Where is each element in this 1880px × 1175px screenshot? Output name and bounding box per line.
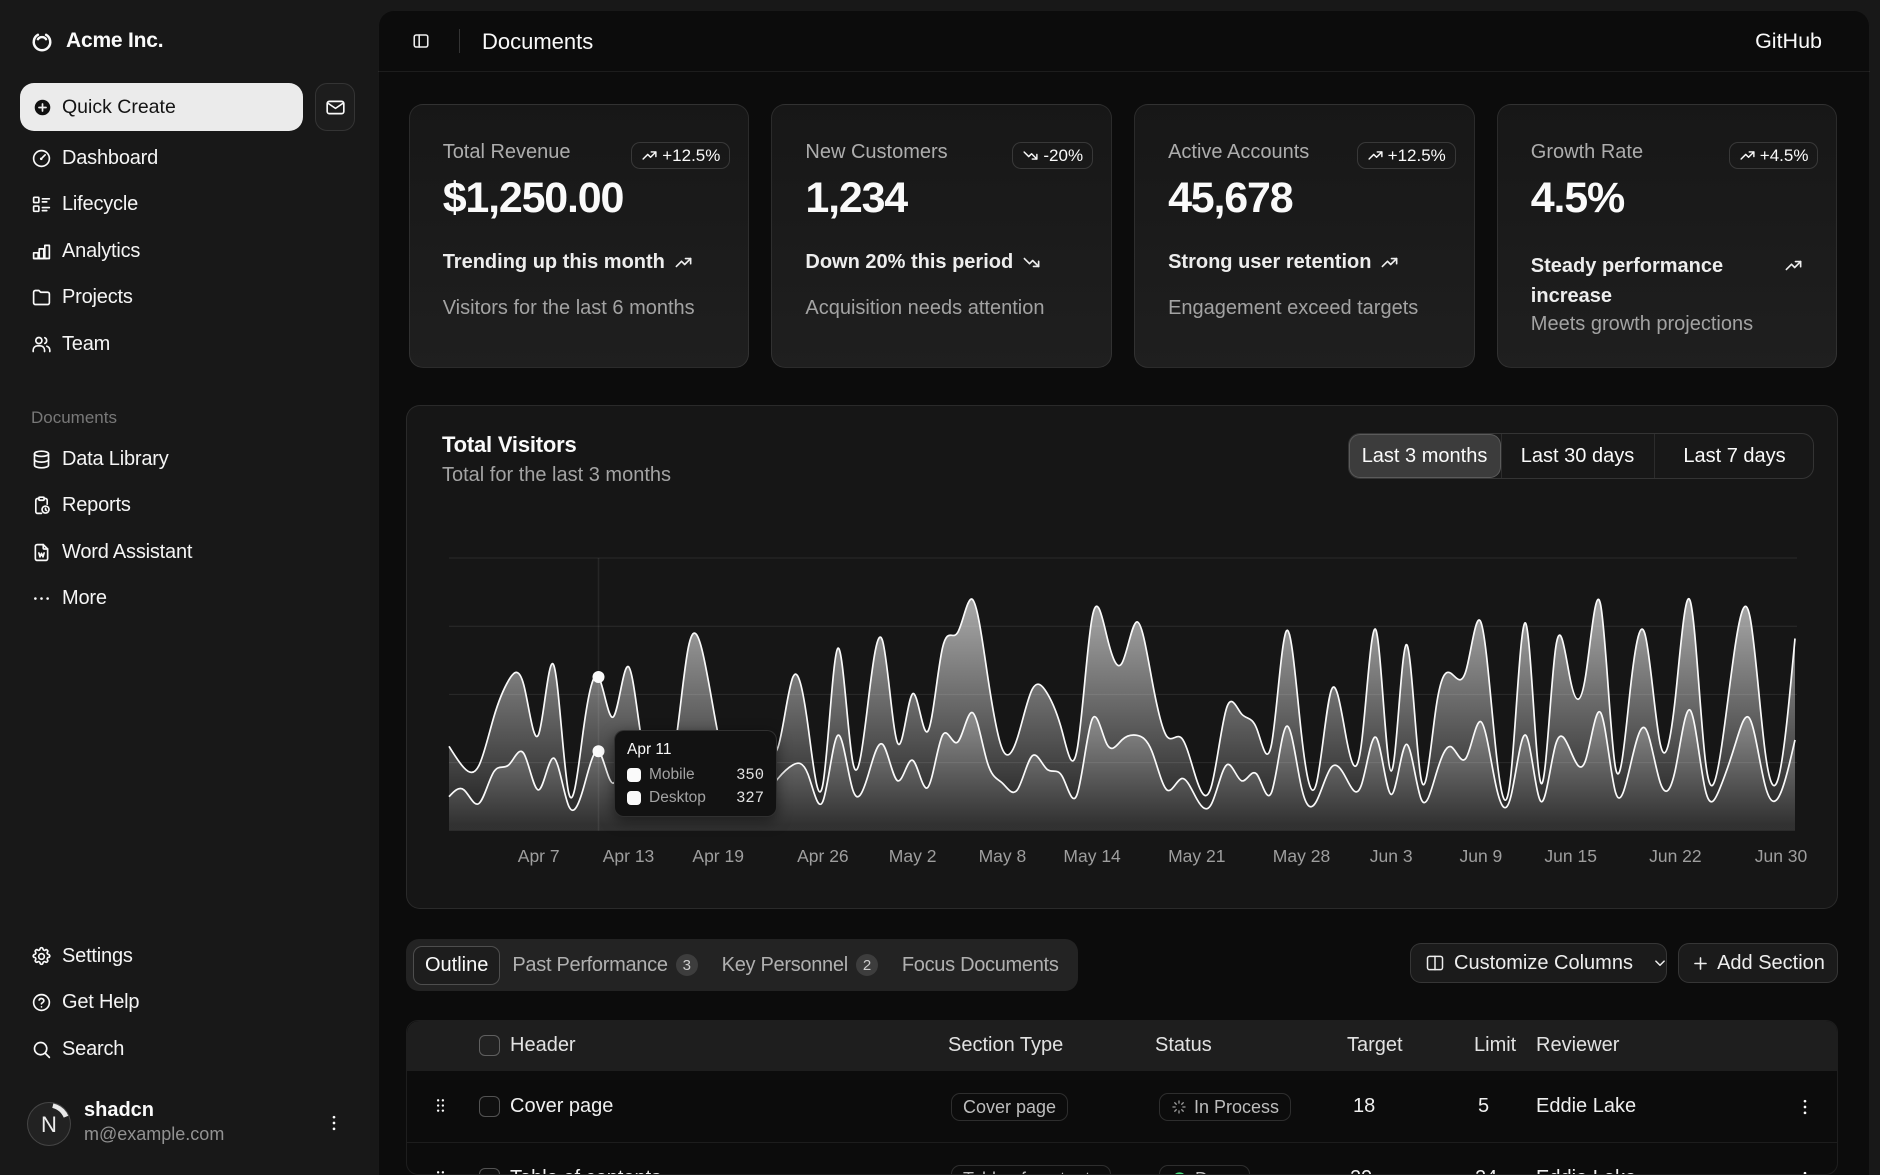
svg-text:N: N — [41, 1112, 57, 1137]
